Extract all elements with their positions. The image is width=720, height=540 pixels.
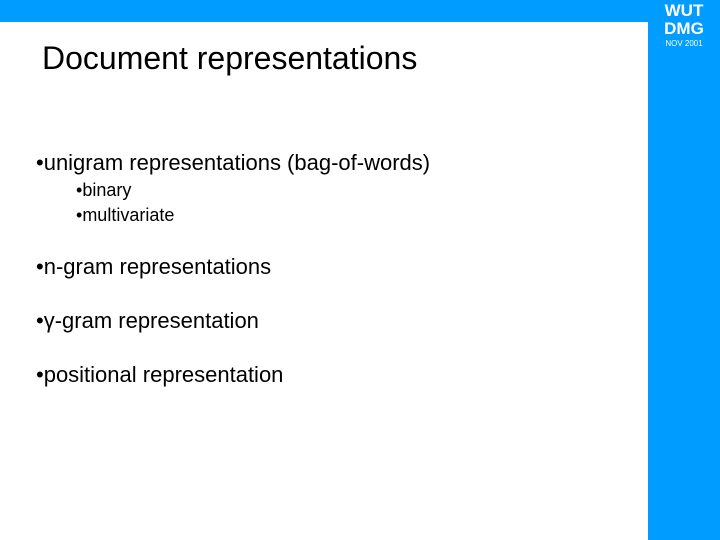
sidebar-org: WUT DMG NOV 2001: [648, 2, 720, 48]
sidebar-org-line2: DMG: [648, 20, 720, 38]
bullet-level2: • binary: [76, 180, 616, 201]
bullet-dot-icon: •: [36, 308, 44, 334]
bullet-dot-icon: •: [36, 362, 44, 388]
bullet-level2: • multivariate: [76, 205, 616, 226]
bullet-dot-icon: •: [36, 254, 44, 280]
slide-title: Document representations: [42, 40, 417, 77]
bullet-level1: • n-gram representations: [36, 254, 616, 280]
bullet-text: n-gram representations: [44, 254, 271, 280]
bullet-level1: • unigram representations (bag-of-words): [36, 150, 616, 176]
sidebar-org-line1: WUT: [648, 2, 720, 20]
slide: WUT DMG NOV 2001 Document representation…: [0, 0, 720, 540]
side-bar: WUT DMG NOV 2001: [648, 0, 720, 540]
bullet-text: positional representation: [44, 362, 284, 388]
bullet-text: unigram representations (bag-of-words): [44, 150, 430, 176]
bullet-text: γ-gram representation: [44, 308, 259, 334]
bullet-text: multivariate: [82, 205, 174, 226]
bullet-dot-icon: •: [36, 150, 44, 176]
bullet-level1: • positional representation: [36, 362, 616, 388]
sidebar-date: NOV 2001: [648, 40, 720, 48]
bullet-list: • unigram representations (bag-of-words)…: [36, 150, 616, 388]
top-bar: [0, 0, 720, 22]
bullet-text: binary: [82, 180, 131, 201]
bullet-level1: • γ-gram representation: [36, 308, 616, 334]
